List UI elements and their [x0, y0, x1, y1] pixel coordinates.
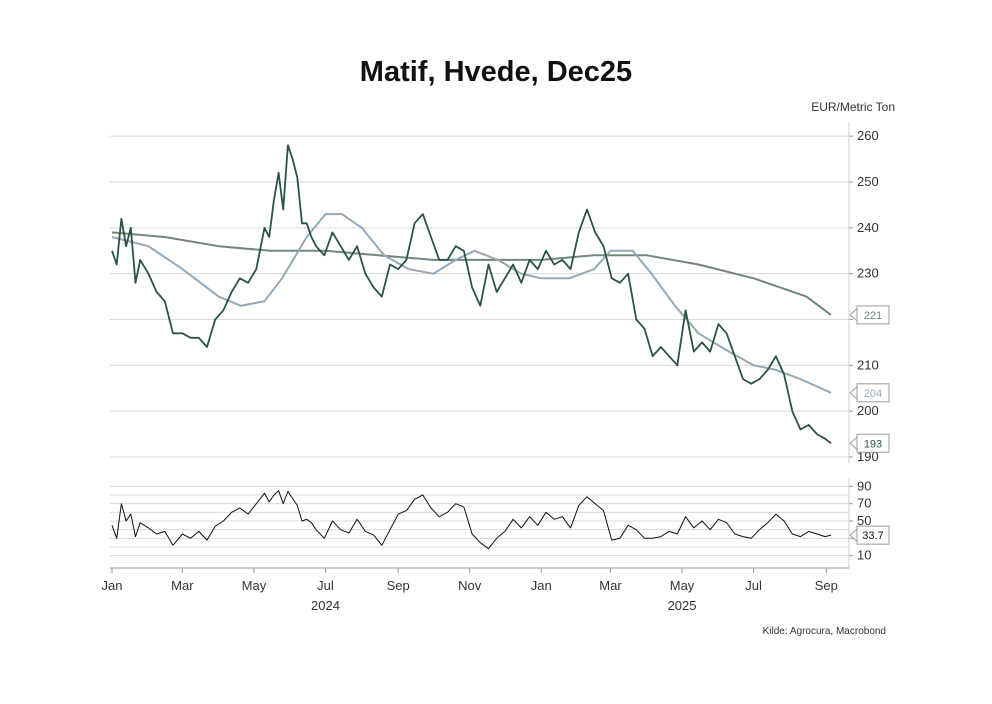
oscillator-end-pointer: [849, 528, 858, 543]
oscillator-end-label: 33.7: [862, 530, 883, 542]
main-y-tick-label: 200: [857, 403, 879, 418]
y-axis-unit-label: EUR/Metric Ton: [811, 100, 895, 114]
end-value-tags: 221 204 193 33.7: [849, 305, 890, 545]
main-y-tick-labels: 190200210220230240250260: [857, 128, 879, 464]
source-note: Kilde: Agrocura, Macrobond: [763, 626, 886, 637]
main-y-tick-label: 230: [857, 266, 879, 281]
oscillator-y-tick-label: 50: [857, 513, 871, 528]
price-line: [111, 144, 832, 445]
oscillator-gridlines: [110, 485, 853, 557]
x-year-label: 2024: [311, 598, 340, 613]
ma-short-end-label: 204: [864, 388, 882, 400]
x-tick-label: Nov: [458, 578, 482, 593]
x-tick-label: Mar: [599, 578, 622, 593]
ma-long-end-label: 221: [864, 310, 882, 322]
oscillator-y-tick-labels: 1030507090: [857, 478, 871, 562]
x-tick-label: Jan: [531, 578, 552, 593]
ma-short-end-pointer: [849, 385, 858, 400]
x-year-label: 2025: [668, 598, 697, 613]
x-tick-label: Mar: [171, 578, 194, 593]
ma-long-end-box: [856, 305, 890, 325]
x-tick-label: Jul: [745, 578, 762, 593]
main-y-tick-label: 240: [857, 220, 879, 235]
main-y-tick-label: 260: [857, 128, 879, 143]
x-tick-label: May: [242, 578, 267, 593]
x-tick-label: May: [670, 578, 695, 593]
x-tick-labels: Jan Mar May Jul Sep Nov Jan Mar May Jul Sep 2024 202…: [102, 568, 838, 613]
ma-short-end-box: [856, 383, 890, 403]
x-tick-label: Jan: [102, 578, 123, 593]
series-layer: [111, 144, 832, 550]
oscillator-line: [111, 490, 832, 550]
moving-average-long-line: [111, 231, 832, 316]
oscillator-y-tick-label: 10: [857, 548, 871, 563]
oscillator-y-tick-label: 70: [857, 496, 871, 511]
x-tick-label: Sep: [387, 578, 410, 593]
main-gridlines: [110, 135, 853, 458]
oscillator-end-box: [856, 525, 890, 545]
price-end-box: [856, 433, 890, 453]
price-end-label: 193: [864, 438, 882, 450]
price-end-pointer: [849, 436, 858, 451]
moving-average-short-line: [111, 213, 832, 394]
chart-title: Matif, Hvede, Dec25: [359, 56, 633, 88]
main-y-tick-label: 210: [857, 357, 879, 372]
oscillator-y-tick-label: 90: [857, 478, 871, 493]
x-tick-label: Sep: [815, 578, 838, 593]
x-tick-label: Jul: [317, 578, 334, 593]
main-y-tick-label: 250: [857, 174, 879, 189]
